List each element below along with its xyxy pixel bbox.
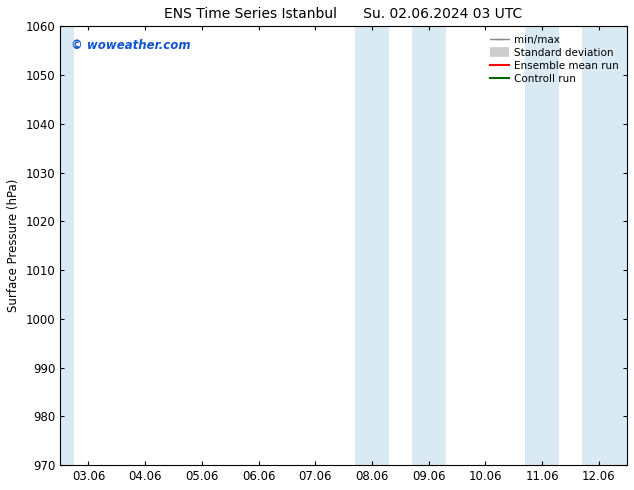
- Title: ENS Time Series Istanbul      Su. 02.06.2024 03 UTC: ENS Time Series Istanbul Su. 02.06.2024 …: [164, 7, 522, 21]
- Text: © woweather.com: © woweather.com: [72, 40, 191, 52]
- Y-axis label: Surface Pressure (hPa): Surface Pressure (hPa): [7, 179, 20, 313]
- Bar: [60, 26, 74, 465]
- Bar: [582, 26, 627, 465]
- Bar: [411, 26, 446, 465]
- Legend: min/max, Standard deviation, Ensemble mean run, Controll run: min/max, Standard deviation, Ensemble me…: [487, 31, 622, 87]
- Bar: [525, 26, 559, 465]
- Bar: [355, 26, 389, 465]
